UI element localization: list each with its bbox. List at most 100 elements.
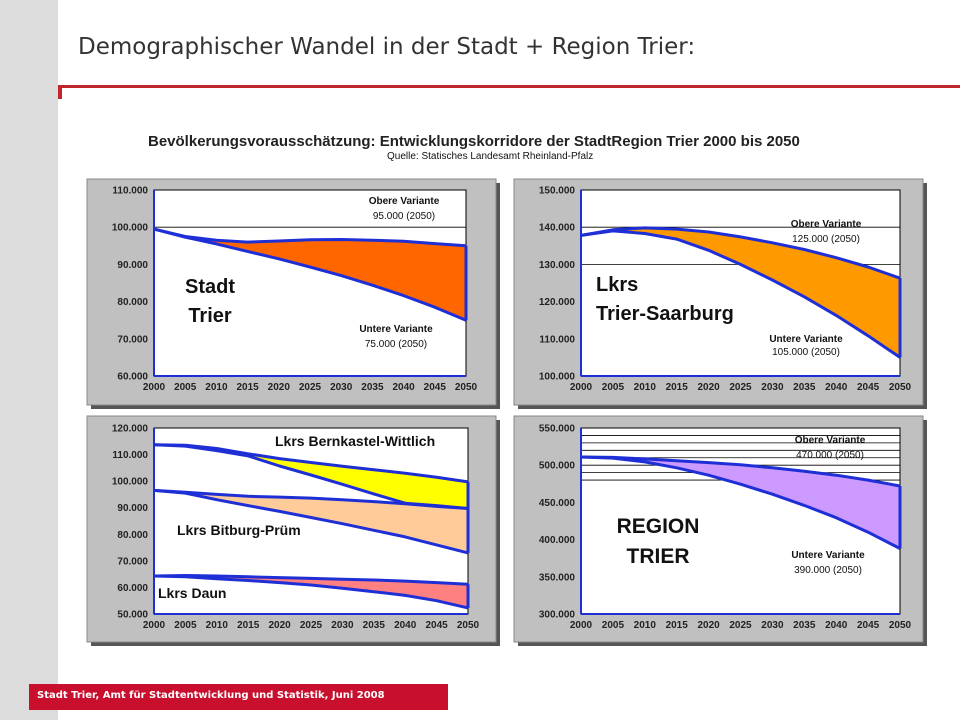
variant-annotation: 125.000 (2050) <box>792 234 860 245</box>
y-tick-label: 70.000 <box>117 334 148 345</box>
x-tick-label: 2015 <box>237 620 260 631</box>
y-tick-label: 90.000 <box>117 503 148 514</box>
variant-annotation: Untere Variante <box>769 334 843 345</box>
x-tick-label: 2030 <box>330 382 353 393</box>
x-tick-label: 2000 <box>570 382 593 393</box>
x-tick-label: 2005 <box>174 382 197 393</box>
corridor-fill-0 <box>581 227 900 358</box>
chart-panel-bernkastel-bitburg-daun: 50.000 60.000 70.000 80.000 90.000 100.000 110… <box>86 415 500 646</box>
variant-annotation: 75.000 (2050) <box>365 339 427 350</box>
x-tick-label: 2015 <box>666 620 689 631</box>
x-tick-label: 2000 <box>143 382 166 393</box>
lower-variant-line-1 <box>153 488 469 555</box>
y-tick-label: 400.000 <box>539 535 576 546</box>
y-tick-label: 60.000 <box>117 372 148 383</box>
y-tick-label: 550.000 <box>539 424 576 435</box>
region-label: Stadt <box>185 276 235 298</box>
variant-annotation: Untere Variante <box>791 550 865 561</box>
y-tick-label: 80.000 <box>117 297 148 308</box>
x-tick-label: 2020 <box>697 620 720 631</box>
title-divider <box>58 85 960 88</box>
upper-variant-line-0 <box>153 443 469 484</box>
x-tick-label: 2010 <box>634 382 657 393</box>
charts-root: 60.000 70.000 80.000 90.000 100.000 110.000 20… <box>86 178 927 646</box>
x-tick-label: 2030 <box>761 620 784 631</box>
corridor-fill-0 <box>581 457 900 549</box>
chart-panel-stadt-trier: 60.000 70.000 80.000 90.000 100.000 110.000 20… <box>86 178 500 409</box>
x-tick-label: 2035 <box>361 382 384 393</box>
x-tick-label: 2000 <box>143 620 166 631</box>
y-tick-label: 150.000 <box>539 186 576 197</box>
x-tick-label: 2050 <box>455 382 478 393</box>
x-tick-label: 2025 <box>729 620 752 631</box>
x-tick-label: 2025 <box>729 382 752 393</box>
y-tick-label: 120.000 <box>539 297 576 308</box>
x-tick-label: 2045 <box>857 620 880 631</box>
page-title: Demographischer Wandel in der Stadt + Re… <box>78 34 696 60</box>
variant-annotation: 390.000 (2050) <box>794 565 862 576</box>
region-label: REGION <box>617 515 700 538</box>
variant-annotation: 95.000 (2050) <box>373 211 435 222</box>
y-tick-label: 110.000 <box>112 450 148 461</box>
variant-annotation: Obere Variante <box>795 435 866 446</box>
footer-text: Stadt Trier, Amt für Stadtentwicklung un… <box>37 690 385 701</box>
x-tick-label: 2050 <box>457 620 480 631</box>
footer-bar <box>29 684 448 710</box>
y-tick-label: 50.000 <box>117 610 148 621</box>
upper-variant-line-1 <box>153 488 469 510</box>
title-divider-corner <box>58 85 62 99</box>
left-sidebar-band <box>0 0 58 720</box>
x-tick-label: 2015 <box>666 382 689 393</box>
region-label: Trier-Saarburg <box>596 303 734 325</box>
y-tick-label: 90.000 <box>117 260 148 271</box>
x-tick-label: 2035 <box>363 620 386 631</box>
chart-panel-lkrs-trier-saarburg: 100.000 110.000 120.000 130.000 140.000 150.0… <box>513 178 927 409</box>
x-tick-label: 2020 <box>268 382 291 393</box>
x-tick-label: 2045 <box>857 382 880 393</box>
y-tick-label: 100.000 <box>112 477 149 488</box>
x-tick-label: 2045 <box>424 382 447 393</box>
variant-annotation: Untere Variante <box>359 324 433 335</box>
corridor-fill-0 <box>154 229 466 321</box>
region-label: Trier <box>188 305 232 327</box>
y-tick-label: 120.000 <box>112 424 149 435</box>
corridor-fill-2 <box>154 575 468 608</box>
y-tick-label: 110.000 <box>539 334 575 345</box>
x-tick-label: 2030 <box>761 382 784 393</box>
x-tick-label: 2035 <box>793 382 816 393</box>
y-tick-label: 140.000 <box>539 223 576 234</box>
x-tick-label: 2010 <box>205 382 228 393</box>
variant-annotation: 470.000 (2050) <box>796 450 864 461</box>
x-tick-label: 2050 <box>889 620 912 631</box>
upper-variant-line-0 <box>153 227 467 248</box>
corridor-fill-0 <box>154 444 468 509</box>
y-tick-label: 100.000 <box>539 372 576 383</box>
y-tick-label: 70.000 <box>117 556 148 567</box>
x-tick-label: 2045 <box>425 620 448 631</box>
variant-annotation: 105.000 (2050) <box>772 347 840 358</box>
upper-variant-line-0 <box>580 455 901 488</box>
y-tick-label: 60.000 <box>117 583 148 594</box>
x-tick-label: 2040 <box>392 382 415 393</box>
figure-source: Quelle: Statisches Landesamt Rheinland-P… <box>387 151 593 162</box>
x-tick-label: 2005 <box>602 382 625 393</box>
lower-variant-line-0 <box>580 229 901 359</box>
y-tick-label: 500.000 <box>539 461 576 472</box>
region-label: Lkrs <box>596 274 638 296</box>
region-label: Lkrs Bitburg-Prüm <box>177 522 301 538</box>
upper-variant-line-0 <box>580 226 901 280</box>
y-tick-label: 450.000 <box>539 498 576 509</box>
figure-title: Bevölkerungsvorausschätzung: Entwicklung… <box>148 133 800 150</box>
x-tick-label: 2025 <box>300 620 323 631</box>
region-label: Lkrs Daun <box>158 585 226 601</box>
x-tick-label: 2030 <box>331 620 354 631</box>
x-tick-label: 2005 <box>174 620 197 631</box>
x-tick-label: 2005 <box>602 620 625 631</box>
y-tick-label: 110.000 <box>112 186 148 197</box>
y-tick-label: 100.000 <box>112 223 149 234</box>
y-tick-label: 350.000 <box>539 572 576 583</box>
x-tick-label: 2000 <box>570 620 593 631</box>
x-tick-label: 2040 <box>825 620 848 631</box>
x-tick-label: 2050 <box>889 382 912 393</box>
upper-variant-line-2 <box>153 574 469 586</box>
